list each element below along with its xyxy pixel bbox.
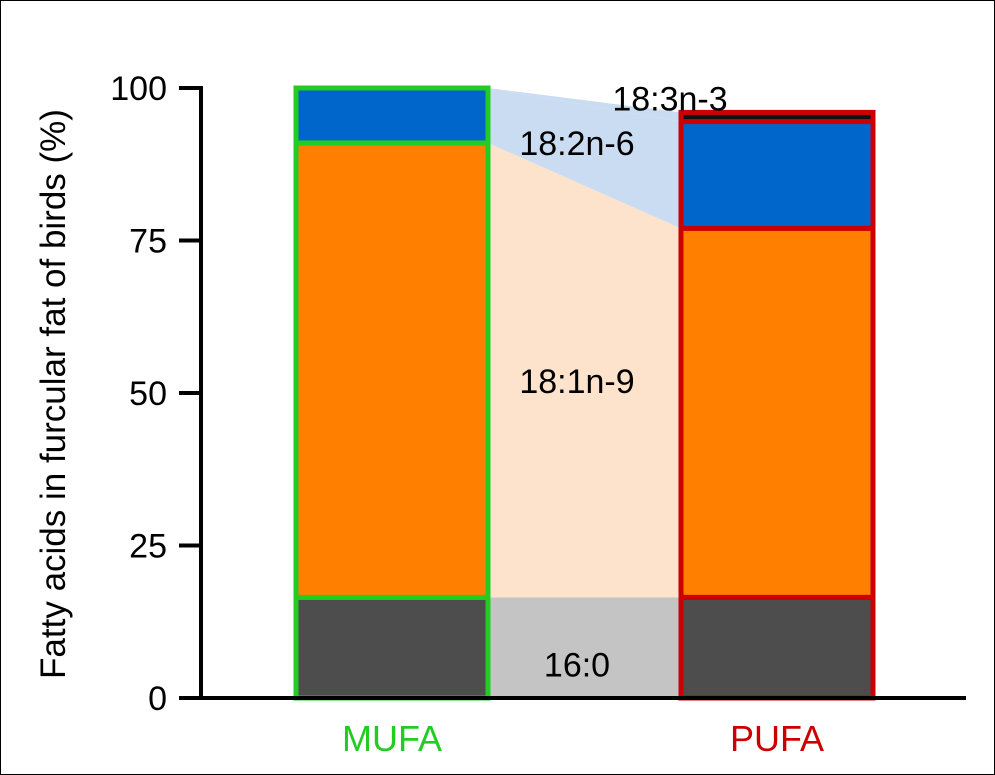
connector-band <box>488 142 681 598</box>
connector-band <box>488 88 681 122</box>
connector-band <box>488 597 681 698</box>
x-tick-label: PUFA <box>730 718 824 759</box>
series-label: 18:1n-9 <box>519 363 634 401</box>
y-ticks: 0 25 50 75 100 <box>110 70 201 718</box>
y-tick-label: 0 <box>148 680 167 718</box>
bar-segment <box>678 225 876 600</box>
bar-segment <box>678 109 876 125</box>
connector-bands <box>488 88 681 698</box>
x-tick-label: MUFA <box>342 718 442 759</box>
y-tick-label: 25 <box>129 528 167 566</box>
series-label: 18:3n-3 <box>612 80 727 118</box>
bar-segment <box>293 140 491 600</box>
axes: 0 25 50 75 100 MUFA PUFA <box>110 70 966 759</box>
series-labels: 16:0 18:1n-9 18:2n-6 18:3n-3 <box>519 80 727 684</box>
bars <box>293 85 876 701</box>
y-tick-label: 100 <box>110 70 167 108</box>
y-axis-label: Fatty acids in furcular fat of birds (%) <box>34 109 73 679</box>
series-label: 16:0 <box>544 646 610 684</box>
bar-segment <box>678 119 876 231</box>
connector-band <box>488 88 681 229</box>
y-tick-label: 75 <box>129 223 167 261</box>
bar-segment <box>678 594 876 701</box>
bar-segment <box>293 85 491 146</box>
y-tick-label: 50 <box>129 375 167 413</box>
bar-segment <box>293 594 491 701</box>
x-tick-labels: MUFA PUFA <box>342 718 824 759</box>
series-label: 18:2n-6 <box>519 125 634 163</box>
